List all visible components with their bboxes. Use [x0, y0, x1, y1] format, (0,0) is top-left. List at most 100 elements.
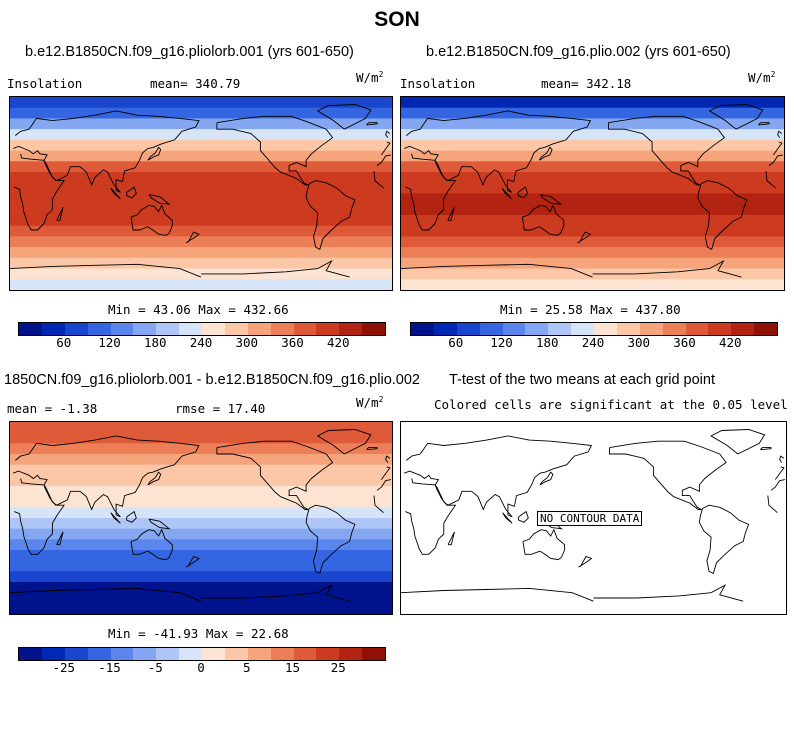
panel2-colorbar-tick-label: 120	[490, 335, 513, 350]
panel4-map-coastline	[593, 584, 744, 602]
panel1-map-coastline	[185, 231, 200, 244]
panel1-map-coastline	[316, 104, 372, 130]
panel3-colorbar-tick-label: -25	[52, 660, 76, 675]
panel2-colorbar-swatch	[433, 323, 457, 335]
panel2-map-band	[401, 236, 784, 248]
panel3-rmse-label: rmse = 17.40	[175, 401, 266, 416]
panel2-colorbar-swatch	[685, 323, 709, 335]
panel3-colorbar-tick-label: 5	[242, 660, 251, 675]
panel3-map-band	[10, 507, 392, 519]
panel1-colorbar-swatch	[293, 323, 317, 335]
panel3-map-coastline	[14, 478, 65, 555]
panel1-colorbar-swatch	[41, 323, 65, 335]
panel1-map-band	[10, 214, 392, 227]
panel1-map-band	[10, 161, 392, 173]
panel1-map-coastline	[126, 186, 137, 199]
panel2-mean-label: mean= 342.18	[541, 76, 632, 91]
panel3-map-band	[10, 443, 392, 455]
panel2-map-coastline	[697, 180, 748, 250]
panel1-map-band	[10, 139, 392, 152]
panel1-map-svg	[10, 97, 392, 290]
panel1-map-coastline	[13, 110, 200, 193]
panel3-colorbar-swatch	[293, 648, 317, 660]
no-contour-data-box: NO CONTOUR DATA	[537, 511, 643, 526]
panel1-colorbar-swatch	[156, 323, 180, 335]
panel2-map-band	[401, 172, 784, 184]
panel1-colorbar-swatch	[19, 323, 42, 335]
panel3-map-coastline	[130, 528, 173, 561]
panel2-map-band	[401, 225, 784, 237]
panel1-map-band	[10, 257, 392, 270]
panel3-map-band	[10, 518, 392, 530]
panel4-map-coastline	[770, 479, 785, 491]
panel1-map-coastline	[56, 207, 64, 221]
panel3-colorbar-tick-label: 25	[330, 660, 346, 675]
panel2-colorbar-swatch	[502, 323, 526, 335]
panel1-map-coastline	[110, 187, 121, 200]
panel2-map-coastline	[501, 187, 512, 200]
panel2-colorbar-tick-label: 240	[581, 335, 605, 350]
panel1-map-band	[10, 182, 392, 194]
panel1-colorbar-swatch	[224, 323, 248, 335]
panel2-map-coastline	[404, 110, 592, 193]
panel3-colorbar-swatch	[19, 648, 42, 660]
panel3-colorbar-swatch	[270, 648, 294, 660]
panel4-map-coastline	[447, 531, 455, 546]
panel4-map-coastline	[779, 455, 785, 463]
panel1-colorbar-swatch	[270, 323, 294, 335]
panel1-map-band	[10, 225, 392, 237]
panel2-map-band	[401, 139, 784, 152]
panel4-map-coastline	[405, 478, 457, 555]
panel1-map-coastline	[373, 170, 384, 189]
panel2-map-band	[401, 129, 784, 141]
panel3-colorbar-swatch	[133, 648, 157, 660]
panel1-colorbar-swatch	[339, 323, 363, 335]
panel3-map-coastline	[126, 510, 137, 523]
panel1-colorbar-swatch	[202, 323, 225, 335]
panel1-colorbar-swatch	[64, 323, 88, 335]
panel1-map-band	[10, 129, 392, 141]
panel1-map-coastline	[10, 263, 202, 278]
panel1-colorbar-tick-label: 420	[326, 335, 350, 350]
panel2-colorbar-swatch	[571, 323, 594, 335]
panel3-colorbar-swatch	[41, 648, 65, 660]
panel3-map-band	[10, 603, 392, 614]
panel2-variable-label: Insolation	[400, 76, 476, 91]
panel1-map-coastline	[376, 154, 391, 166]
panel3-colorbar-ticks: -25 -15 -5 0 5 15 25	[18, 659, 386, 675]
panel3-colorbar-tick-label: -5	[147, 660, 163, 675]
panel3-map-coastline	[385, 455, 391, 463]
panel4-map-coastline	[539, 471, 554, 486]
panel3-map-coastline	[366, 447, 378, 451]
panel3-map-coastline	[201, 584, 350, 602]
panel1-colorbar-tick-label: 300	[235, 335, 259, 350]
panel3-colorbar-tick-label: -15	[98, 660, 121, 675]
panel3-map-band	[10, 486, 392, 498]
panel3-map-coastline	[185, 555, 200, 568]
panel3-map-band	[10, 550, 392, 562]
panel2-colorbar-swatch	[456, 323, 480, 335]
panel3-colorbar-swatch	[339, 648, 363, 660]
panel3-map-band	[10, 539, 392, 551]
panel2-map-band	[401, 161, 784, 173]
panel1-colorbar-swatch	[179, 323, 202, 335]
panel3-colorbar	[18, 647, 386, 661]
panel4-subtitle: Colored cells are significant at the 0.0…	[434, 397, 788, 412]
panel3-colorbar-swatch	[179, 648, 202, 660]
panel1-colorbar-swatch	[362, 323, 385, 335]
panel3-map-band	[10, 454, 392, 466]
panel3-map-coastline	[373, 495, 384, 514]
panel3-map	[9, 421, 393, 615]
panel3-title: 1850CN.f09_g16.pliolorb.001 - b.e12.B185…	[4, 372, 420, 388]
panel2-map-band	[401, 150, 784, 162]
panel3-map-coastline	[148, 518, 171, 530]
panel2-map-coastline	[608, 115, 726, 186]
panel2-map-band	[401, 214, 784, 227]
panel2-colorbar-swatch	[639, 323, 663, 335]
panel2-minmax: Min = 25.58 Max = 437.80	[500, 302, 681, 317]
panel2-colorbar-swatch	[662, 323, 686, 335]
panel2-colorbar-swatch	[548, 323, 572, 335]
panel3-map-coastline	[147, 471, 162, 486]
panel2-colorbar-swatch	[708, 323, 732, 335]
panel4-map-coastline	[518, 510, 529, 523]
